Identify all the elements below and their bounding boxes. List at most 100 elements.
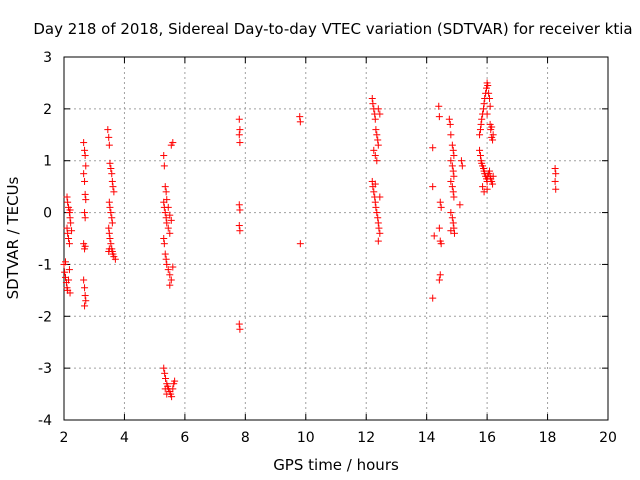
data-point [436,198,444,206]
x-tick-label: 10 [297,430,315,446]
data-point [552,185,560,193]
data-point [376,229,384,237]
data-point [447,209,455,217]
data-point [476,152,484,160]
data-point [169,385,177,393]
data-point [476,146,484,154]
data-point [108,177,116,185]
data-point [104,126,112,134]
y-tick-label: -3 [38,361,52,377]
x-tick-label: 12 [357,430,375,446]
data-point [167,216,175,224]
data-point [449,167,457,175]
data-point [171,377,179,385]
data-point [435,224,443,232]
data-point [105,245,113,253]
data-point [235,115,243,123]
data-point [447,227,455,235]
data-point [164,203,172,211]
data-point [371,198,379,206]
data-point [81,292,89,300]
data-point [485,89,493,97]
data-point [82,196,90,204]
axis-ticks [63,56,609,421]
data-point [110,188,118,196]
data-point [160,198,168,206]
data-point [81,190,89,198]
data-point [162,188,170,196]
data-point [106,203,114,211]
x-tick-label: 14 [418,430,436,446]
data-point [374,214,382,222]
data-point [67,219,75,227]
data-point [163,260,171,268]
data-point [65,235,73,242]
data-point [370,188,378,196]
data-point [160,152,168,160]
data-point [235,320,243,328]
data-point [163,390,171,398]
data-point [161,369,169,377]
data-point [65,276,73,284]
data-point [109,183,117,191]
grid-lines [64,57,608,420]
data-point [236,227,244,235]
data-point [449,188,457,196]
data-point [429,144,437,152]
data-point [450,193,458,201]
data-point [430,232,438,240]
data-point [164,224,172,232]
data-point [235,201,243,209]
x-tick-label: 2 [60,430,69,446]
data-point [435,102,443,110]
data-point [166,211,174,219]
data-point [61,268,69,276]
data-point [436,271,444,279]
x-tick-labels: 2 4 6 8 10 12 14 16 18 20 [60,430,617,446]
data-point [64,229,72,237]
data-point [162,214,170,222]
data-point [81,284,89,292]
data-point [111,255,119,263]
data-point [236,139,244,147]
data-point [483,110,491,118]
data-point [108,214,116,222]
data-point [166,229,174,237]
data-point [106,159,114,167]
data-point [108,219,116,227]
data-point [81,152,89,160]
data-point [107,240,115,248]
data-point [478,115,486,123]
data-point [448,183,456,191]
data-point [371,152,379,160]
data-point [445,115,453,123]
x-axis-label: GPS time / hours [273,456,399,474]
data-point [63,193,71,201]
y-tick-label: 1 [43,154,52,170]
data-point [373,157,381,165]
data-point [489,131,497,139]
data-point [374,237,382,245]
data-point [68,227,76,235]
data-point [373,209,381,217]
data-point [81,177,89,185]
data-point [105,133,113,141]
data-point [486,102,494,110]
y-tick-labels: -4 -3 -2 -1 0 1 2 3 [38,50,52,429]
data-point [373,131,381,139]
data-point [105,224,113,232]
data-point [106,235,114,242]
data-point [62,258,70,266]
data-point [551,164,559,172]
data-point [65,266,73,274]
data-point [80,139,88,147]
data-point [429,294,437,302]
data-point [375,224,383,232]
data-point [66,206,74,214]
data-point [105,141,113,149]
data-point [164,266,172,274]
data-point [80,276,88,284]
data-point [372,126,380,134]
data-point [450,172,458,180]
